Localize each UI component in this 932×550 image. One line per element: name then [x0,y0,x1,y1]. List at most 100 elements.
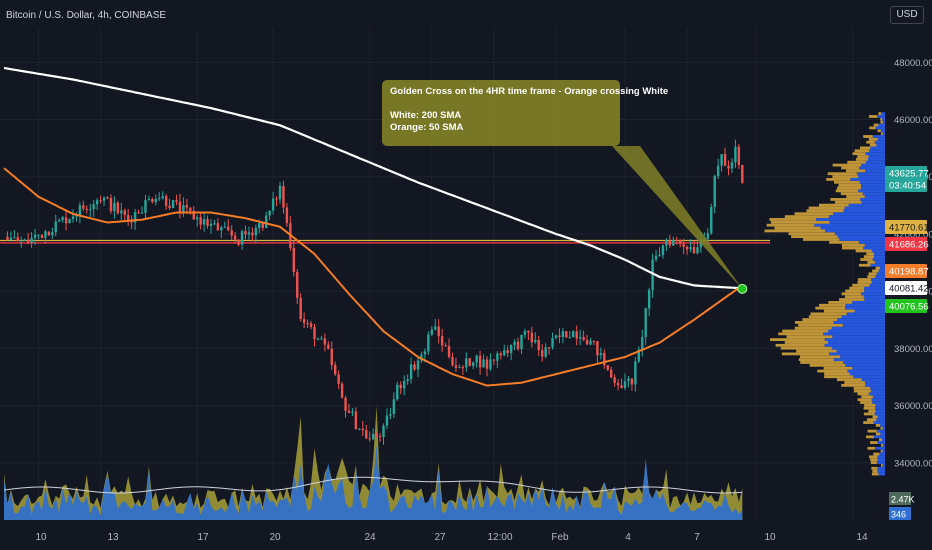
profile-bar-sell [861,395,873,399]
candle-body [261,222,264,228]
profile-bar-sell [846,169,866,173]
candle-body [496,353,499,361]
candle-body [327,344,330,349]
candle-body [292,247,295,273]
profile-bar-sell [875,432,881,436]
golden-cross-annotation[interactable]: Golden Cross on the 4HR time frame - Ora… [382,80,669,146]
profile-bar-buy [878,269,885,273]
profile-bar-sell [810,312,847,316]
candle-body [296,272,299,298]
profile-bar-buy [875,406,885,410]
profile-bar-buy [871,280,885,284]
profile-bar-buy [874,140,885,144]
candle-body [382,425,385,438]
x-tick-label: 27 [434,532,446,543]
price-tag-label: 43625.77 [889,169,929,180]
profile-bar-buy [882,449,885,453]
y-tick-label: 46000.00 [894,115,932,126]
currency-button[interactable]: USD [890,6,924,24]
candle-body [396,384,399,400]
profile-bar-buy [872,395,885,399]
profile-bar-buy [870,389,885,393]
profile-bar-sell [872,415,878,419]
candle-body [213,223,216,225]
profile-bar-buy [861,183,885,187]
profile-bar-buy [853,375,885,379]
profile-bar-sell [796,349,837,353]
profile-bar-sell [802,318,838,321]
price-tag-bg [885,281,927,295]
candle-body [582,337,585,340]
candle-body [368,438,371,440]
profile-bar-buy [837,318,885,321]
candle-body [196,217,199,220]
profile-bar-buy [831,346,885,350]
profile-bar-buy [836,349,885,353]
profile-bar-buy [865,169,885,173]
candle-body [216,223,220,231]
candle-body [668,240,672,246]
candle-body [520,334,523,350]
profile-bar-sell [826,178,851,181]
profile-bar-buy [881,438,885,442]
candle-body [523,330,527,335]
profile-bar-buy [841,315,885,319]
symbol-title: Bitcoin / U.S. Dollar, 4h, COINBASE [6,10,167,21]
candle-body [340,383,344,398]
candle-body [185,205,189,208]
profile-bar-buy [873,421,885,424]
profile-bar-buy [876,429,885,433]
profile-bar-sell [806,209,844,213]
profile-bar-buy [872,401,885,404]
profile-bar-buy [861,200,885,204]
volume-tag-bg [889,492,911,505]
candle-body [606,365,609,370]
profile-bar-buy [864,381,885,384]
profile-bar-sell [784,215,829,218]
sma50-line [3,167,743,387]
candle-body [592,340,596,342]
profile-bar-buy [877,469,885,473]
profile-bar-buy [839,238,885,241]
profile-bar-buy [862,192,885,196]
profile-bar-buy [852,301,885,304]
profile-bar-buy [882,132,885,136]
candle-body [106,197,109,199]
profile-bar-sell [786,335,833,339]
profile-bar-sell [841,243,865,247]
profile-bar-sell [866,252,875,256]
profile-bar-sell [863,135,873,138]
price-tag-bg [885,299,927,313]
candle-body [630,378,634,385]
profile-bar-buy [880,266,885,270]
annotation-line-1: Golden Cross on the 4HR time frame - Ora… [390,86,669,97]
candle-body [334,364,337,375]
candle-body [720,154,723,166]
candle-body [551,337,554,348]
x-tick-label: 13 [107,532,119,543]
candle-body [320,338,323,340]
candle-body [613,377,616,383]
profile-bar-buy [861,378,885,382]
profile-bar-buy [842,323,885,327]
candle-body [127,214,130,221]
x-tick-label: 24 [364,532,376,543]
profile-bar-sell [872,469,878,473]
candle-body [85,208,88,210]
volume-area-buy [4,444,743,520]
profile-bar-sell [871,466,878,470]
profile-bar-buy [848,203,885,207]
profile-bar-buy [878,472,885,476]
x-tick-label: 17 [197,532,209,543]
profile-bar-buy [825,229,885,233]
profile-bar-sell [871,472,879,476]
candle-body [509,344,513,353]
candle-body [375,434,378,436]
candle-body [26,239,30,243]
profile-bar-sell [868,409,876,413]
price-tag-label: 40076.56 [889,302,929,313]
candle-body [275,198,278,200]
profile-bar-sell [878,112,882,116]
